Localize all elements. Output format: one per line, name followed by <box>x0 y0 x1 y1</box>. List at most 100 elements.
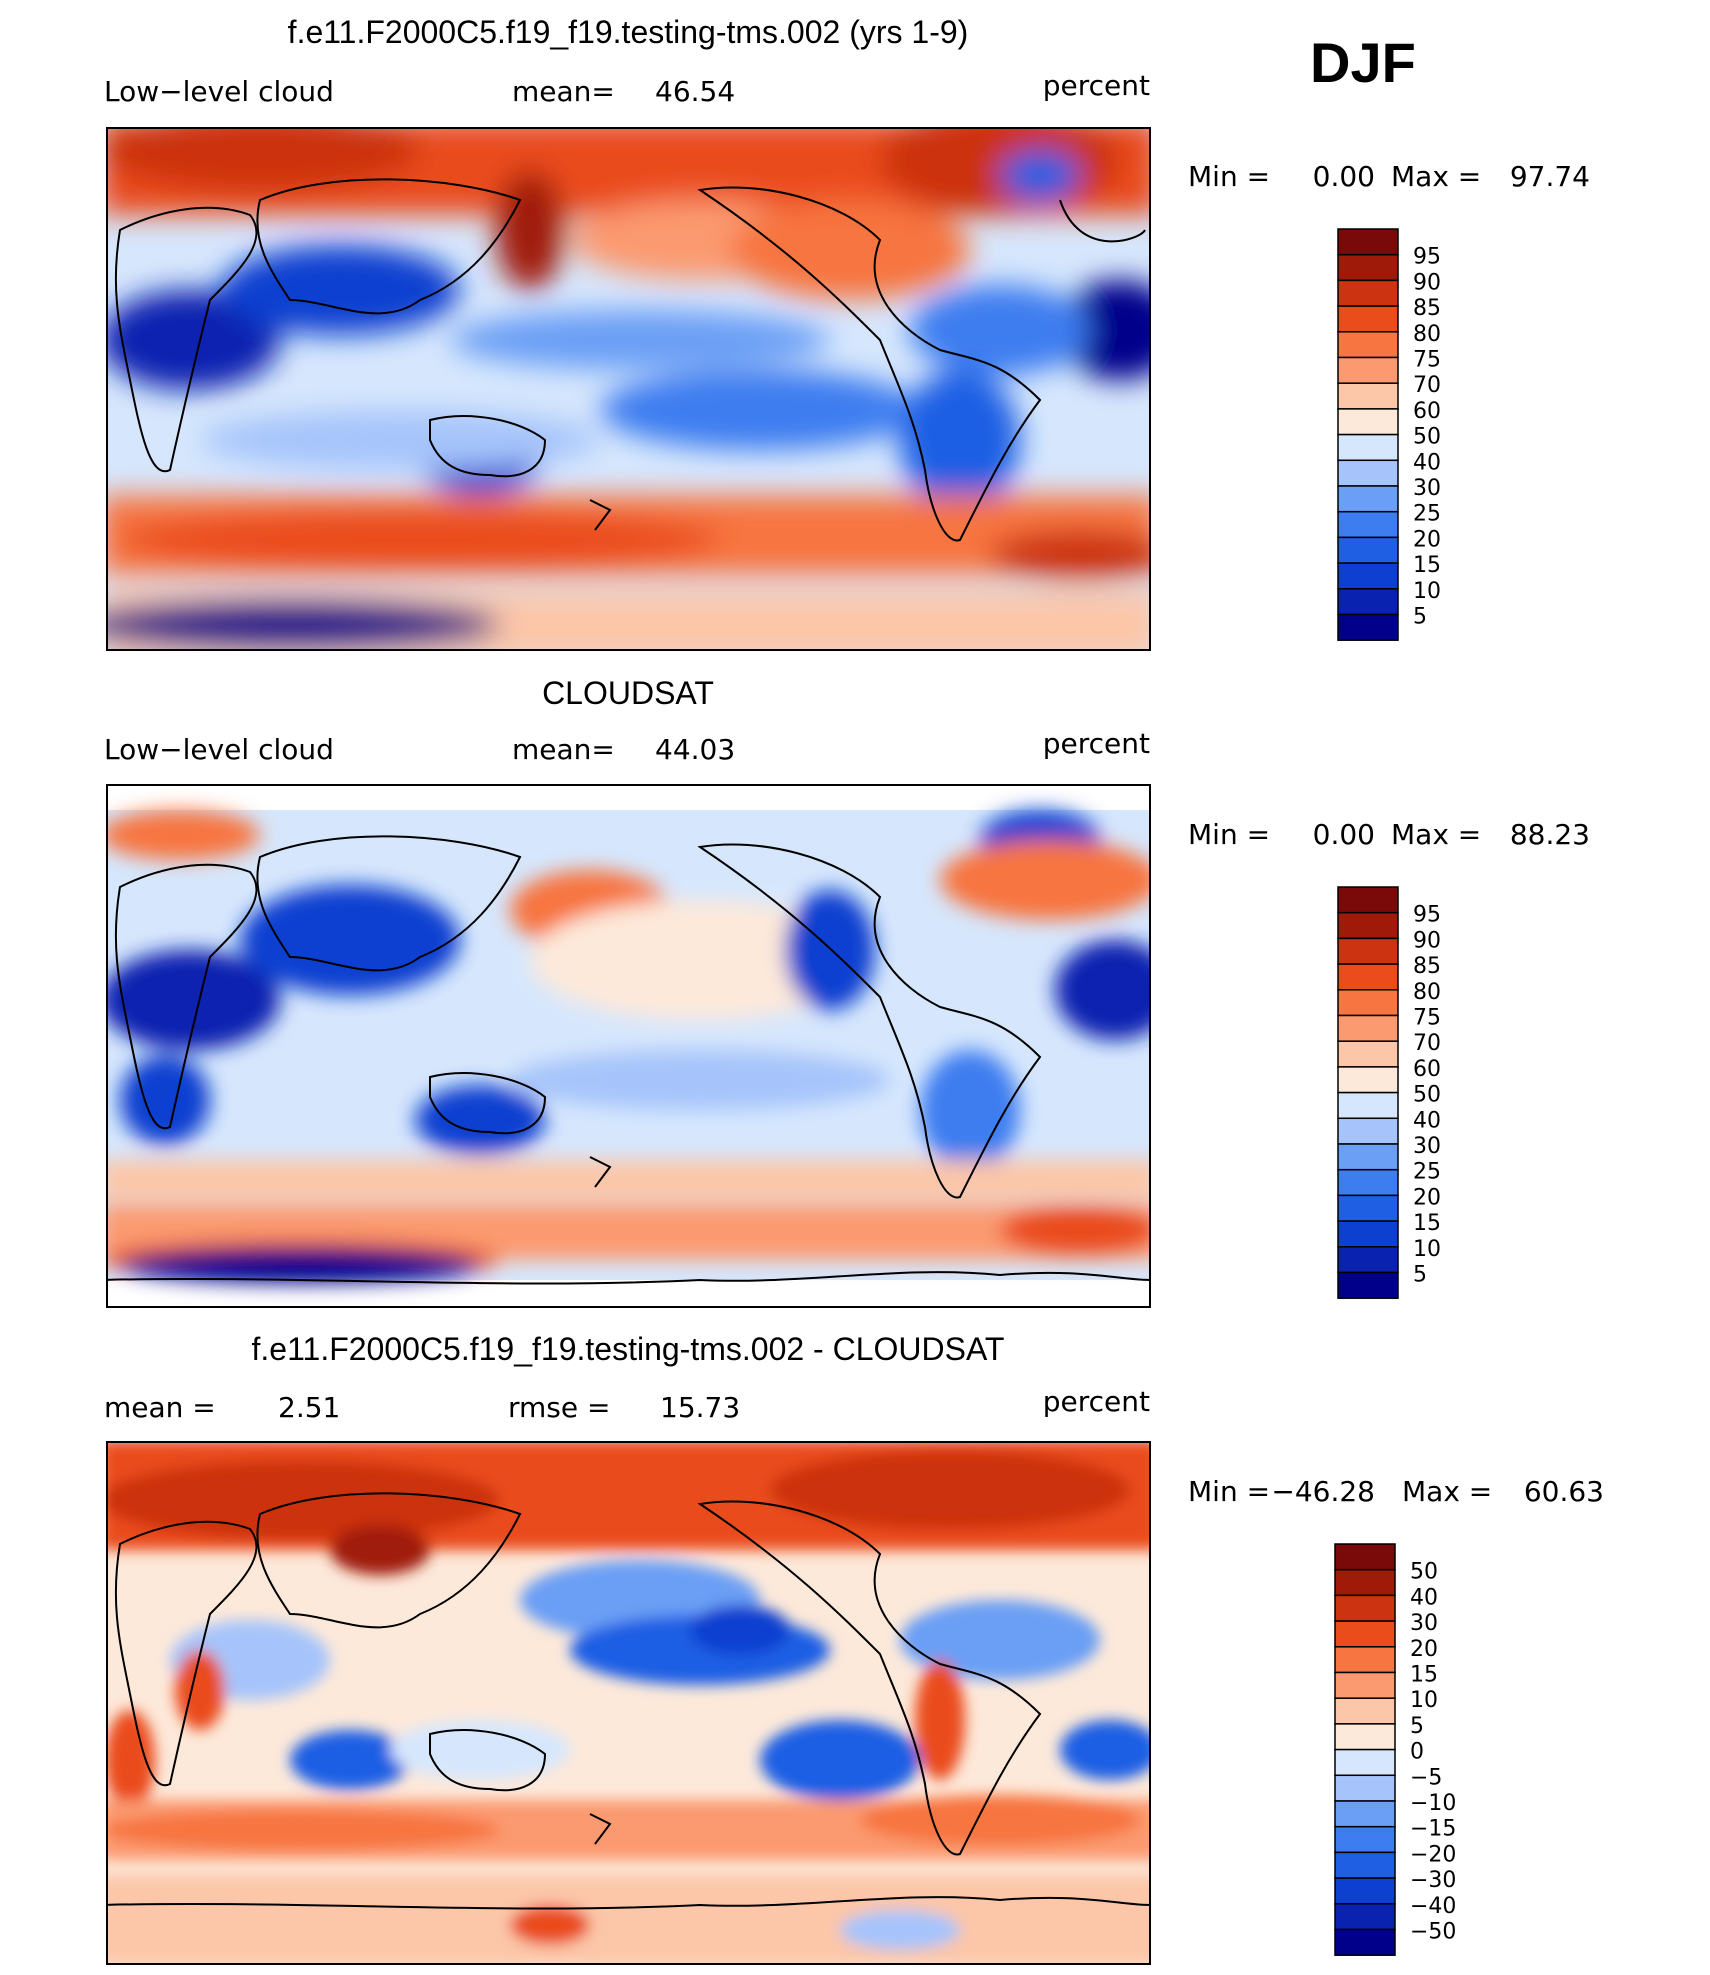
colorbar-tick-label: 40 <box>1410 1585 1438 1610</box>
colorbar-box <box>1334 1877 1396 1905</box>
panel1-map-frame <box>106 127 1151 651</box>
colorbar-tick-label: 30 <box>1413 1134 1441 1159</box>
colorbar-box <box>1334 1774 1396 1802</box>
colorbar-box <box>1337 1040 1399 1068</box>
colorbar-tick-label: 95 <box>1413 245 1441 270</box>
panel2-min-value: 0.00 <box>1313 818 1375 851</box>
panel2-mean-label: mean= <box>512 733 615 766</box>
colorbar-tick-label: 20 <box>1413 1185 1441 1210</box>
colorbar-tick-label: 5 <box>1410 1714 1424 1739</box>
colorbar-tick-label: 85 <box>1413 296 1441 321</box>
panel2-min-label: Min = <box>1188 818 1270 851</box>
panel3-max-value: 60.63 <box>1524 1475 1604 1508</box>
colorbar-tick-label: 50 <box>1413 1083 1441 1108</box>
colorbar-box <box>1337 408 1399 436</box>
colorbar-tick-label: 5 <box>1413 605 1427 630</box>
panel3-rmse-value: 15.73 <box>660 1391 740 1424</box>
colorbar-tick-label: 25 <box>1413 1160 1441 1185</box>
panel2-title: CLOUDSAT <box>542 675 714 711</box>
panel1-min-value: 0.00 <box>1313 160 1375 193</box>
colorbar-tick-label: 25 <box>1413 502 1441 527</box>
colorbar-box <box>1337 356 1399 384</box>
panel1-variable-label: Low−level cloud <box>104 75 334 108</box>
panel1-coastlines <box>114 178 1146 542</box>
colorbar-tick-label: −5 <box>1410 1765 1442 1790</box>
colorbar-box <box>1337 1091 1399 1120</box>
colorbar-box <box>1337 331 1399 359</box>
colorbar-tick-label: 5 <box>1413 1263 1427 1288</box>
colorbar-tick-label: 40 <box>1413 450 1441 475</box>
panel-difference: f.e11.F2000C5.f19_f19.testing-tms.002 - … <box>104 1331 1604 1965</box>
colorbar-box <box>1334 1928 1396 1956</box>
colorbar-box <box>1334 1800 1396 1828</box>
colorbar-tick-label: 50 <box>1410 1560 1438 1585</box>
colorbar-box <box>1337 433 1399 462</box>
colorbar-tick-label: 30 <box>1410 1611 1438 1636</box>
panel2-variable-label: Low−level cloud <box>104 733 334 766</box>
panel3-min-label: Min = <box>1188 1475 1270 1508</box>
colorbar-box <box>1337 1246 1399 1274</box>
colorbar-box <box>1337 485 1399 513</box>
colorbar-tick-label: −10 <box>1410 1791 1456 1816</box>
panel1-min-label: Min = <box>1188 160 1270 193</box>
colorbar-tick-label: −15 <box>1410 1817 1456 1842</box>
colorbar-box <box>1337 911 1399 940</box>
colorbar-tick-label: 10 <box>1410 1688 1438 1713</box>
colorbar-box <box>1334 1825 1396 1854</box>
colorbar-box <box>1337 1168 1399 1197</box>
colorbar-tick-label: 20 <box>1410 1637 1438 1662</box>
panel1-mean-value: 46.54 <box>655 75 735 108</box>
panel2-units: percent <box>1043 727 1150 760</box>
colorbar-tick-label: −20 <box>1410 1842 1456 1867</box>
colorbar-box <box>1334 1620 1396 1648</box>
colorbar-tick-label: 60 <box>1413 1057 1441 1082</box>
colorbar-box <box>1334 1646 1396 1674</box>
colorbar-tick-label: 15 <box>1410 1663 1438 1688</box>
panel1-max-value: 97.74 <box>1510 160 1590 193</box>
colorbar-box <box>1337 1066 1399 1094</box>
colorbar-tick-label: 85 <box>1413 954 1441 979</box>
colorbar-tick-label: 80 <box>1413 322 1441 347</box>
colorbar-box <box>1337 510 1399 539</box>
colorbar-box <box>1337 1143 1399 1171</box>
panel3-map-frame <box>106 1441 1151 1965</box>
colorbar-box <box>1337 253 1399 282</box>
colorbar-tick-label: 10 <box>1413 1237 1441 1262</box>
colorbar-tick-label: 20 <box>1413 527 1441 552</box>
panel3-units: percent <box>1043 1385 1150 1418</box>
colorbar-box <box>1337 1271 1399 1299</box>
colorbar-box <box>1337 613 1399 641</box>
panel3-title: f.e11.F2000C5.f19_f19.testing-tms.002 - … <box>252 1331 1005 1367</box>
panel3-map-field <box>107 1442 1150 1964</box>
season-label: DJF <box>1310 31 1416 94</box>
colorbar-tick-label: 70 <box>1413 1031 1441 1056</box>
colorbar-tick-label: 15 <box>1413 1211 1441 1236</box>
colorbar-box <box>1334 1697 1396 1725</box>
panel-model: f.e11.F2000C5.f19_f19.testing-tms.002 (y… <box>104 14 1590 651</box>
panel3-mean-value: 2.51 <box>278 1391 340 1424</box>
colorbar-box <box>1337 588 1399 616</box>
colorbar-box <box>1334 1903 1396 1931</box>
colorbar-box <box>1337 305 1399 333</box>
colorbar-tick-label: 80 <box>1413 980 1441 1005</box>
panel2-max-label: Max = <box>1391 818 1481 851</box>
colorbar-box <box>1337 937 1399 965</box>
panel3-min-value: −46.28 <box>1271 1475 1375 1508</box>
colorbar-tick-label: 95 <box>1413 903 1441 928</box>
panel3-mean-label: mean = <box>104 1391 216 1424</box>
colorbar-tick-label: −40 <box>1410 1894 1456 1919</box>
panel2-coastlines <box>107 835 1150 1285</box>
panel-observed: CLOUDSAT Low−level cloud mean= 44.03 per… <box>104 675 1590 1308</box>
panel3-max-label: Max = <box>1402 1475 1492 1508</box>
colorbar-tick-label: 90 <box>1413 928 1441 953</box>
colorbar-box <box>1337 989 1399 1017</box>
panel2-max-value: 88.23 <box>1510 818 1590 851</box>
colorbar-tick-label: 75 <box>1413 348 1441 373</box>
colorbar-tick-label: 30 <box>1413 476 1441 501</box>
colorbar-tick-label: 15 <box>1413 553 1441 578</box>
panel2-map-frame <box>106 784 1151 1308</box>
panel3-rmse-label: rmse = <box>508 1391 610 1424</box>
